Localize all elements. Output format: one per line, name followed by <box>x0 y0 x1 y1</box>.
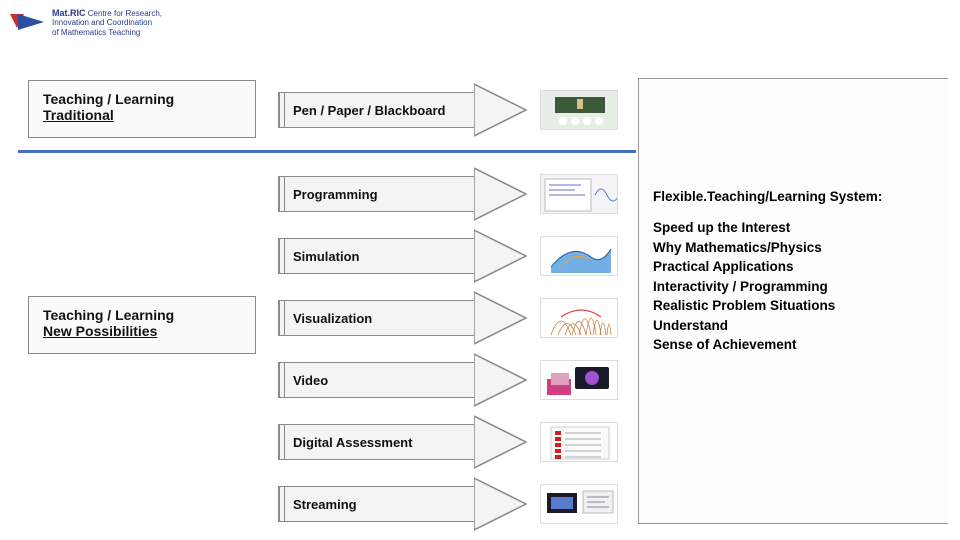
arrow-digital-assessment: Digital Assessment <box>278 424 528 460</box>
logo: Mat.RIC Centre for Research, Innovation … <box>10 8 162 37</box>
left-box-new-possibilities: Teaching / Learning New Possibilities <box>28 296 256 354</box>
thumbnail-classroom <box>540 90 618 130</box>
logo-sub1: Centre for Research, <box>88 9 162 18</box>
left-box-line2: Traditional <box>43 107 241 123</box>
arrow-label: Streaming <box>293 497 468 512</box>
arrow-simulation: Simulation <box>278 238 528 274</box>
logo-title: Mat.RIC <box>52 8 86 18</box>
left-box-traditional: Teaching / Learning Traditional <box>28 80 256 138</box>
arrow-shaft: Video <box>278 362 474 398</box>
arrow-head-icon <box>474 286 528 350</box>
right-heading: Flexible.Teaching/Learning System: <box>653 189 938 204</box>
divider-line <box>18 150 636 153</box>
arrow-label: Visualization <box>293 311 468 326</box>
logo-text: Mat.RIC Centre for Research, Innovation … <box>52 8 162 37</box>
thumbnail-code <box>540 174 618 214</box>
logo-sub2: Innovation and Coordination <box>52 18 162 27</box>
arrow-tick-icon <box>279 93 285 127</box>
right-item: Practical Applications <box>653 257 938 277</box>
right-item: Sense of Achievement <box>653 335 938 355</box>
logo-sub3: of Mathematics Teaching <box>52 28 162 37</box>
arrow-label: Pen / Paper / Blackboard <box>293 103 468 118</box>
right-items-list: Speed up the InterestWhy Mathematics/Phy… <box>653 218 938 355</box>
arrow-label: Digital Assessment <box>293 435 468 450</box>
arrow-tick-icon <box>279 487 285 521</box>
left-box-line2: New Possibilities <box>43 323 241 339</box>
arrow-shaft: Visualization <box>278 300 474 336</box>
arrow-shaft: Simulation <box>278 238 474 274</box>
right-item: Understand <box>653 316 938 336</box>
arrow-head-icon <box>474 78 528 142</box>
arrow-label: Programming <box>293 187 468 202</box>
right-item: Realistic Problem Situations <box>653 296 938 316</box>
arrow-head-icon <box>474 472 528 536</box>
thumbnail-checklist <box>540 422 618 462</box>
arrow-shaft: Pen / Paper / Blackboard <box>278 92 474 128</box>
right-panel: Flexible.Teaching/Learning System: Speed… <box>638 78 948 524</box>
arrow-pen-paper-blackboard: Pen / Paper / Blackboard <box>278 92 528 128</box>
arrow-streaming: Streaming <box>278 486 528 522</box>
arrow-head-icon <box>474 224 528 288</box>
thumbnail-mesh3d <box>540 298 618 338</box>
right-item: Interactivity / Programming <box>653 277 938 297</box>
left-box-line1: Teaching / Learning <box>43 91 241 107</box>
arrow-shaft: Streaming <box>278 486 474 522</box>
arrow-tick-icon <box>279 425 285 459</box>
arrow-video: Video <box>278 362 528 398</box>
arrow-label: Video <box>293 373 468 388</box>
thumbnail-media <box>540 360 618 400</box>
thumbnail-screens <box>540 484 618 524</box>
arrow-shaft: Digital Assessment <box>278 424 474 460</box>
right-item: Why Mathematics/Physics <box>653 238 938 258</box>
thumbnail-surface3d <box>540 236 618 276</box>
arrow-head-icon <box>474 162 528 226</box>
arrow-head-icon <box>474 348 528 412</box>
arrow-programming: Programming <box>278 176 528 212</box>
arrow-tick-icon <box>279 363 285 397</box>
arrow-tick-icon <box>279 177 285 211</box>
arrow-head-icon <box>474 410 528 474</box>
arrow-label: Simulation <box>293 249 468 264</box>
left-box-line1: Teaching / Learning <box>43 307 241 323</box>
right-item: Speed up the Interest <box>653 218 938 238</box>
arrow-tick-icon <box>279 301 285 335</box>
arrow-tick-icon <box>279 239 285 273</box>
arrow-shaft: Programming <box>278 176 474 212</box>
arrow-visualization: Visualization <box>278 300 528 336</box>
logo-mark-icon <box>10 10 46 34</box>
